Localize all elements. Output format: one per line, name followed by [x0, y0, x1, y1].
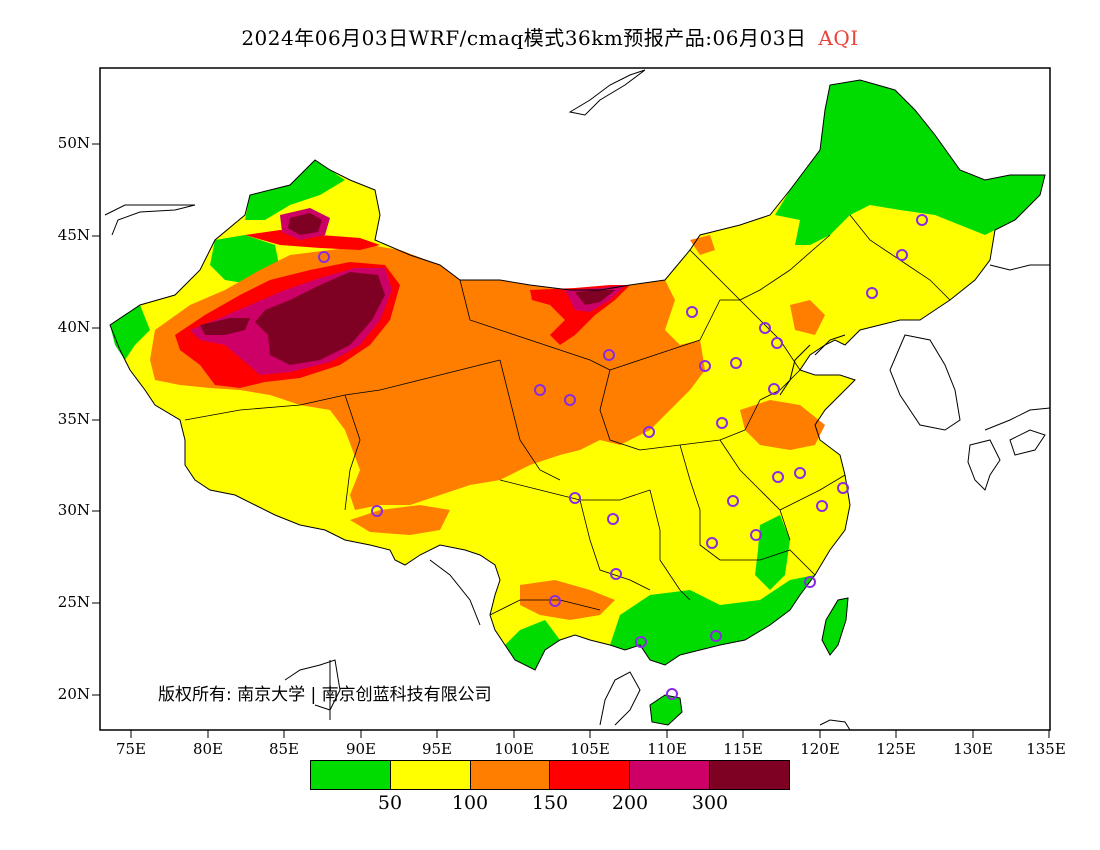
lon-label: 100E — [494, 740, 534, 758]
colorbar-swatch-hazardous — [710, 761, 789, 789]
station-marker — [768, 383, 780, 395]
aqi-colorbar — [310, 760, 790, 790]
colorbar-swatch-good — [311, 761, 391, 789]
station-marker — [318, 251, 330, 263]
colorbar-label: 100 — [451, 792, 489, 814]
northeast-green-zone — [775, 80, 1045, 245]
lon-label: 130E — [953, 740, 993, 758]
jiangxi-green — [755, 515, 790, 590]
station-marker — [371, 505, 383, 517]
station-marker — [534, 384, 546, 396]
station-marker — [643, 426, 655, 438]
colorbar-label: 150 — [531, 792, 569, 814]
station-marker — [607, 513, 619, 525]
lat-label: 45N — [57, 226, 90, 244]
station-marker — [916, 214, 928, 226]
station-markers — [318, 214, 928, 700]
station-marker — [727, 495, 739, 507]
south-china-green — [610, 575, 815, 665]
province-boundaries — [184, 214, 951, 616]
lon-label: 120E — [800, 740, 840, 758]
station-marker — [710, 630, 722, 642]
lon-label: 135E — [1026, 740, 1066, 758]
yunnan-green-edge — [505, 620, 560, 670]
orange-zone-hebei — [790, 300, 825, 335]
station-marker — [569, 492, 581, 504]
copyright-text: 版权所有: 南京大学 | 南京创蓝科技有限公司 — [158, 685, 492, 705]
china-border — [109, 79, 1046, 671]
lat-label: 30N — [57, 501, 90, 519]
station-marker — [635, 636, 647, 648]
station-marker — [759, 322, 771, 334]
hazardous-zone-north — [288, 213, 322, 235]
hainan-island — [649, 694, 683, 726]
station-marker — [564, 394, 576, 406]
lat-label: 40N — [57, 318, 90, 336]
station-marker — [804, 576, 816, 588]
lon-label: 125E — [876, 740, 916, 758]
lon-label: 110E — [647, 740, 687, 758]
title-variable: AQI — [818, 26, 859, 50]
station-marker — [750, 529, 762, 541]
station-marker — [686, 306, 698, 318]
red-zone-north — [245, 230, 380, 250]
station-marker — [837, 482, 849, 494]
hazardous-zone-im — [575, 290, 615, 305]
map-frame — [99, 67, 1051, 731]
station-marker — [706, 537, 718, 549]
lon-label: 85E — [268, 740, 300, 758]
station-marker — [772, 471, 784, 483]
lat-label: 50N — [57, 134, 90, 152]
lon-label: 105E — [570, 740, 610, 758]
station-marker — [699, 360, 711, 372]
colorbar-label: 50 — [377, 792, 403, 814]
map-title: 2024年06月03日WRF/cmaq模式36km预报产品:06月03日 AQI — [0, 22, 1100, 51]
station-marker — [610, 568, 622, 580]
lon-label: 75E — [115, 740, 147, 758]
station-marker — [666, 688, 678, 700]
lon-label: 90E — [345, 740, 377, 758]
station-marker — [603, 349, 615, 361]
station-marker — [866, 287, 878, 299]
taiwan-island — [821, 597, 849, 656]
orange-zone-east — [740, 400, 825, 450]
colorbar-swatch-moderate — [390, 761, 471, 789]
station-marker — [730, 357, 742, 369]
neighbor-coastlines — [104, 69, 1050, 730]
lon-label: 115E — [723, 740, 763, 758]
station-marker — [896, 249, 908, 261]
lat-label: 35N — [57, 410, 90, 428]
orange-zone-sichuan — [350, 505, 450, 535]
station-marker — [794, 467, 806, 479]
xinjiang-north-green — [245, 160, 345, 220]
aqi-field — [104, 69, 1050, 730]
lon-label: 95E — [421, 740, 453, 758]
station-marker — [771, 337, 783, 349]
orange-zone-guangxi — [520, 580, 615, 620]
hazardous-zone-west — [200, 318, 250, 335]
colorbar-swatch-usg — [470, 761, 551, 789]
axis-ticks — [92, 143, 1050, 738]
station-marker — [816, 500, 828, 512]
lat-label: 25N — [57, 593, 90, 611]
lon-label: 80E — [192, 740, 224, 758]
colorbar-swatch-unhealthy — [550, 761, 631, 789]
colorbar-label: 200 — [611, 792, 649, 814]
station-marker — [549, 595, 561, 607]
lat-label: 20N — [57, 685, 90, 703]
colorbar-label: 300 — [691, 792, 729, 814]
hazardous-zone-tarim — [255, 272, 385, 365]
colorbar-swatch-very-unhealthy — [630, 761, 711, 789]
station-marker — [716, 417, 728, 429]
title-text: 2024年06月03日WRF/cmaq模式36km预报产品:06月03日 — [241, 26, 807, 50]
